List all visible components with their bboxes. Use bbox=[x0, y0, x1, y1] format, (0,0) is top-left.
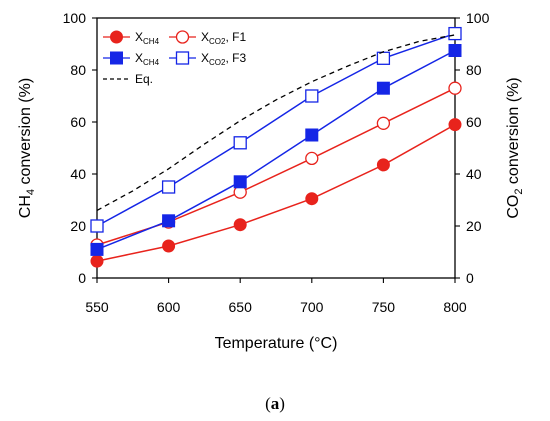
legend-label-xco2_f1: XCO2, F1 bbox=[201, 30, 246, 46]
legend-label-xch4_f1: XCH4 bbox=[135, 30, 160, 46]
data-point bbox=[162, 239, 176, 253]
y-left-tick-label: 20 bbox=[70, 218, 86, 234]
legend-label-eq: Eq. bbox=[135, 72, 153, 86]
data-point bbox=[448, 81, 462, 95]
chart-ticks: 550 600 650 700 750 800 0 0 20 20 40 40 60 60 80 80 100 1… bbox=[63, 10, 490, 315]
y-right-tick-label: 40 bbox=[466, 166, 482, 182]
data-point bbox=[90, 219, 104, 233]
series-xco2_f1 bbox=[90, 81, 462, 252]
data-point bbox=[376, 51, 391, 65]
data-point bbox=[305, 89, 319, 103]
y-left-tick-label: 60 bbox=[70, 114, 86, 130]
conversion-chart: 550 600 650 700 750 800 0 0 20 20 40 40 60 60 80 80 100 1… bbox=[17, 10, 525, 352]
data-point bbox=[161, 180, 176, 194]
series-line-xco2_f3 bbox=[96, 32, 456, 227]
data-point bbox=[233, 175, 247, 189]
series-xco2_f3 bbox=[90, 26, 462, 233]
y-left-tick-label: 0 bbox=[78, 270, 86, 286]
data-point bbox=[448, 44, 462, 57]
y-right-tick-label: 60 bbox=[466, 114, 482, 130]
data-point bbox=[448, 26, 462, 41]
x-tick-label: 650 bbox=[229, 299, 253, 315]
chart-series bbox=[90, 26, 462, 268]
series-eq bbox=[96, 34, 456, 211]
x-tick-label: 750 bbox=[372, 299, 396, 315]
x-tick-label: 550 bbox=[85, 299, 109, 315]
data-point bbox=[305, 151, 319, 166]
y-right-tick-label: 100 bbox=[466, 10, 490, 26]
y-left-axis-title: CH4 conversion (%) bbox=[17, 78, 37, 218]
legend-marker-xch4_f3 bbox=[110, 51, 123, 65]
data-point bbox=[233, 218, 247, 232]
data-point bbox=[305, 128, 319, 142]
series-xch4_f1 bbox=[90, 118, 462, 268]
y-left-tick-label: 100 bbox=[63, 10, 87, 26]
x-axis-title: Temperature (°C) bbox=[215, 335, 338, 352]
data-point bbox=[376, 158, 390, 172]
y-right-tick-label: 80 bbox=[466, 62, 482, 78]
figure-caption: (a) bbox=[265, 394, 285, 413]
series-line-eq bbox=[96, 34, 456, 211]
series-line-xco2_f1 bbox=[96, 87, 456, 246]
y-left-tick-label: 80 bbox=[70, 62, 86, 78]
legend-marker-xco2_f3 bbox=[175, 51, 190, 65]
data-point bbox=[305, 192, 319, 206]
series-line-xch4_f1 bbox=[96, 123, 456, 262]
legend-label-xco2_f3: XCO2, F3 bbox=[201, 51, 246, 67]
data-point bbox=[90, 242, 104, 256]
data-point bbox=[376, 81, 390, 95]
legend-label-xch4_f3: XCH4 bbox=[135, 51, 160, 67]
series-line-xch4_f3 bbox=[96, 49, 456, 251]
data-point bbox=[376, 116, 391, 130]
series-xch4_f3 bbox=[90, 44, 462, 256]
legend-marker-xco2_f1 bbox=[175, 30, 190, 44]
x-tick-label: 700 bbox=[300, 299, 324, 315]
data-point bbox=[233, 136, 247, 150]
y-right-tick-label: 0 bbox=[466, 270, 474, 286]
y-left-tick-label: 40 bbox=[70, 166, 86, 182]
axis-titles: Temperature (°C) CH4 conversion (%) CO2 co… bbox=[17, 77, 525, 352]
plot-frame bbox=[96, 17, 456, 279]
y-right-axis-title: CO2 conversion (%) bbox=[505, 77, 525, 218]
y-right-tick-label: 20 bbox=[466, 218, 482, 234]
data-point bbox=[162, 214, 176, 228]
x-tick-label: 600 bbox=[157, 299, 181, 315]
legend-marker-xch4_f1 bbox=[110, 30, 123, 44]
chart-axes bbox=[96, 17, 456, 279]
data-point bbox=[90, 254, 104, 268]
chart-legend: XCH4 XCO2, F1 XCH4 XCO2, F3 Eq. bbox=[103, 30, 246, 86]
data-point bbox=[448, 118, 462, 132]
x-tick-label: 800 bbox=[443, 299, 467, 315]
caption-letter: a bbox=[270, 394, 280, 413]
